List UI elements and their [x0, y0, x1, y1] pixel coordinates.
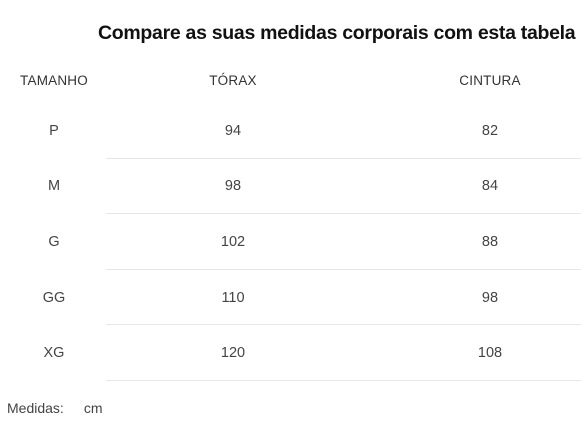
row-divider [106, 157, 581, 159]
row-divider [106, 268, 581, 270]
table-row: M 98 84 [0, 159, 581, 215]
header-chest: TÓRAX [209, 73, 257, 88]
cell-waist: 98 [481, 289, 499, 306]
header-waist: CINTURA [459, 73, 521, 88]
cell-chest: 102 [220, 233, 246, 250]
cell-size: XG [43, 345, 65, 362]
table-row: P 94 82 [0, 103, 581, 159]
cell-waist: 84 [481, 178, 499, 195]
unit-label: Medidas: [7, 400, 64, 416]
header-size: TAMANHO [20, 73, 88, 88]
cell-chest: 94 [224, 122, 242, 139]
cell-waist: 88 [481, 233, 499, 250]
cell-size: P [49, 122, 59, 139]
cell-size: G [48, 233, 60, 250]
cell-chest: 120 [220, 345, 246, 362]
table-row: GG 110 98 [0, 270, 581, 326]
row-divider [106, 379, 581, 381]
cell-size: GG [42, 289, 66, 306]
table-header-row: TAMANHO TÓRAX CINTURA [0, 58, 581, 103]
table-row: XG 120 108 [0, 325, 581, 381]
table-row: G 102 88 [0, 214, 581, 270]
row-divider [106, 324, 581, 326]
unit-value: cm [83, 400, 103, 416]
cell-chest: 98 [224, 178, 242, 195]
measurement-unit-note: Medidas: cm [7, 400, 102, 416]
row-divider [106, 213, 581, 215]
page-title: Compare as suas medidas corporais com es… [98, 22, 576, 44]
cell-chest: 110 [221, 289, 245, 306]
cell-waist: 108 [477, 345, 503, 362]
size-chart-table: TAMANHO TÓRAX CINTURA P 94 82 M 98 84 G … [0, 58, 581, 381]
cell-size: M [47, 178, 61, 195]
cell-waist: 82 [481, 122, 499, 139]
